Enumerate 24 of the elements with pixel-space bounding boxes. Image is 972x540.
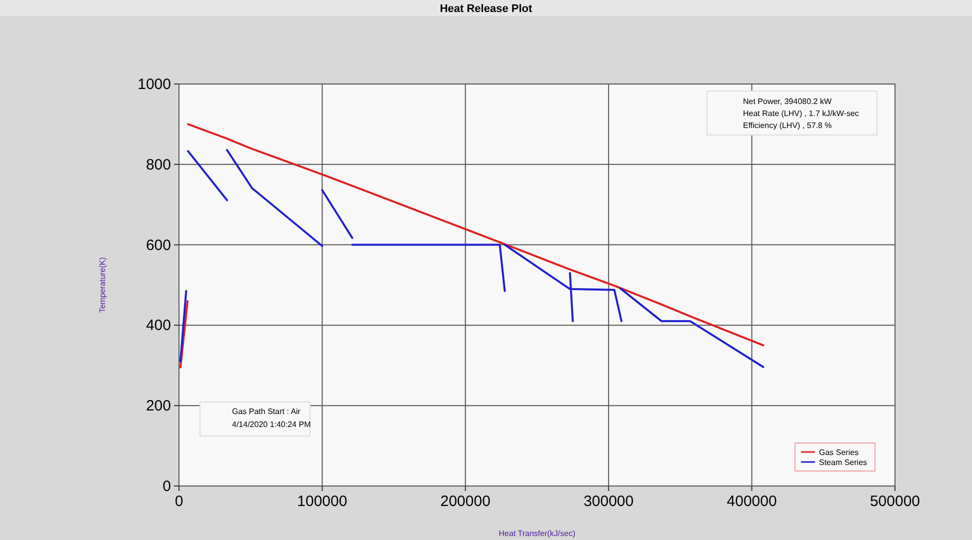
x-axis-title: Heat Transfer(kJ/sec) xyxy=(498,529,576,538)
x-tick-label: 300000 xyxy=(584,493,634,510)
annotation: Efficiency (LHV) , 57.8 % xyxy=(743,121,832,130)
y-tick-label: 400 xyxy=(146,317,171,334)
annotation: Net Power, 394080.2 kW xyxy=(743,97,832,106)
annotation: 4/14/2020 1:40:24 PM xyxy=(232,420,312,429)
y-tick-label: 200 xyxy=(146,398,171,415)
legend-label: Gas Series xyxy=(819,448,859,457)
y-axis-title: Temperature(K) xyxy=(98,256,107,313)
x-tick-label: 400000 xyxy=(726,493,777,510)
chart-title: Heat Release Plot xyxy=(440,3,532,15)
y-tick-label: 1000 xyxy=(138,76,171,93)
info-box: Gas Path Start : Air 4/14/2020 1:40:24 PM xyxy=(200,402,311,436)
legend-label: Steam Series xyxy=(819,458,868,467)
info-box: Net Power, 394080.2 kW Heat Rate (LHV) , 1.7 kJ/kW-sec Efficiency (LHV) , 57.8 % xyxy=(706,90,878,136)
y-tick-label: 800 xyxy=(146,156,171,174)
x-tick-label: 500000 xyxy=(870,493,920,510)
y-tick-label: 600 xyxy=(146,236,171,254)
y-tick-label: 0 xyxy=(162,478,171,495)
x-tick-label: 0 xyxy=(174,493,184,510)
x-tick-label: 200000 xyxy=(440,493,490,510)
annotation: Gas Path Start : Air xyxy=(232,407,301,416)
x-tick-label: 100000 xyxy=(297,493,348,510)
annotation: Heat Rate (LHV) , 1.7 kJ/kW-sec xyxy=(743,109,859,118)
